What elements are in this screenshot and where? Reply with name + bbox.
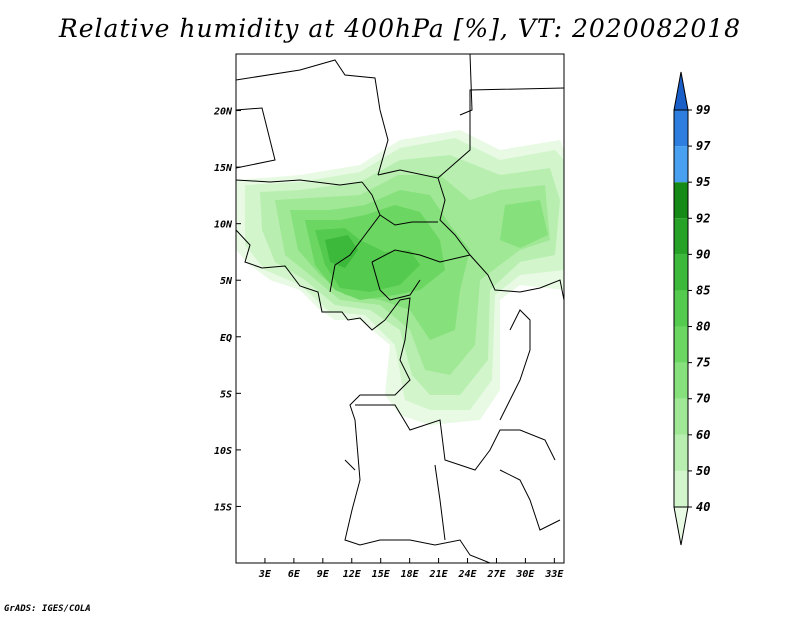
colorbar-label: 80 (696, 320, 710, 334)
colorbar-label: 50 (696, 464, 710, 478)
lon-tick-label: 18E (401, 569, 420, 580)
colorbar-label: 99 (696, 103, 710, 117)
lat-tick-label: 5N (220, 276, 233, 287)
colorbar-label: 40 (696, 500, 710, 514)
colorbar-label: 90 (696, 247, 710, 261)
lat-tick-label: 5S (220, 389, 232, 400)
country-borders (236, 54, 564, 563)
colorbar-label: 97 (696, 139, 711, 153)
lat-tick-label: 10N (214, 220, 233, 231)
lat-tick-label: 20N (213, 107, 233, 118)
humidity-field (236, 130, 564, 425)
colorbar-box (674, 254, 688, 291)
longitude-axis: 3E 6E 9E 12E 15E 18E 21E 24E 27E 30E 33E (258, 558, 564, 580)
colorbar-label: 85 (696, 283, 710, 297)
lon-tick-label: 12E (343, 569, 362, 580)
colorbar-box (674, 434, 688, 471)
colorbar-box (674, 110, 688, 147)
lon-tick-label: 27E (486, 569, 506, 580)
colorbar-box (674, 218, 688, 255)
colorbar-label: 75 (696, 356, 710, 370)
colorbar-outline (673, 109, 689, 508)
colorbar-label: 60 (696, 428, 710, 442)
colorbar-box (674, 290, 688, 327)
colorbar-box (674, 326, 688, 363)
lon-tick-label: 3E (258, 569, 272, 580)
colorbar-label: 70 (696, 392, 710, 406)
colorbar-box (674, 146, 688, 183)
colorbar-lower-arrow (673, 506, 689, 546)
credit-text: GrADS: IGES/COLA (4, 604, 91, 614)
colorbar-box (674, 182, 688, 219)
lon-tick-label: 6E (288, 569, 301, 580)
lon-tick-label: 24E (457, 569, 477, 580)
lon-tick-label: 15E (372, 569, 391, 580)
colorbar-label: 92 (696, 211, 710, 225)
lon-tick-label: 9E (317, 569, 330, 580)
lon-tick-label: 33E (544, 569, 564, 580)
lat-tick-label: EQ (220, 333, 232, 344)
colorbar-upper-arrow (673, 71, 689, 111)
colorbar-box (674, 398, 688, 435)
map-frame (235, 53, 565, 564)
colorbar-label: 95 (696, 175, 710, 189)
latitude-axis: 20N 15N 10N 5N EQ 5S 10S 15S (213, 107, 241, 513)
colorbar-box (674, 362, 688, 399)
lon-tick-label: 30E (515, 569, 535, 580)
lat-tick-label: 15S (214, 502, 232, 513)
lon-tick-label: 21E (429, 569, 449, 580)
colorbar: 40 50 60 70 75 80 85 90 92 95 97 99 (673, 71, 711, 546)
chart-title: Relative humidity at 400hPa [%], VT: 202… (58, 14, 742, 43)
colorbar-box (674, 470, 688, 507)
lat-tick-label: 15N (214, 163, 233, 174)
lat-tick-label: 10S (214, 446, 232, 457)
